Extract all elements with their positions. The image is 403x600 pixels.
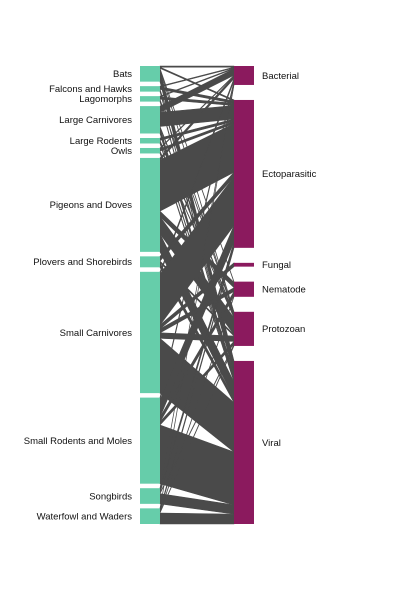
host-label-plovers-and-shorebirds: Plovers and Shorebirds: [33, 257, 132, 268]
parasite-bar-ectoparasitic: [234, 99, 254, 248]
parasite-bar-nematode: [234, 281, 254, 297]
parasite-nodes-layer: Bacterial Ectoparasitic Fungal Nematode Prot…: [234, 66, 317, 524]
host-bar-small-carnivores: [140, 271, 160, 394]
parasite-bar-fungal: [234, 262, 254, 267]
host-label-large-rodents: Large Rodents: [70, 136, 133, 147]
host-bar-large-rodents: [140, 138, 160, 144]
parasite-label-fungal: Fungal: [262, 260, 291, 271]
host-label-bats: Bats: [113, 69, 132, 80]
links-layer: [159, 65, 235, 525]
host-bar-plovers-and-shorebirds: [140, 256, 160, 268]
host-label-large-carnivores: Large Carnivores: [59, 115, 132, 126]
parasite-bar-viral: [234, 360, 254, 524]
host-label-songbirds: Songbirds: [89, 491, 132, 502]
host-bar-lagomorphs: [140, 96, 160, 102]
host-label-falcons-and-hawks: Falcons and Hawks: [49, 84, 132, 95]
host-bar-small-rodents-and-moles: [140, 397, 160, 484]
host-bar-pigeons-and-doves: [140, 157, 160, 252]
host-bar-owls: [140, 147, 160, 154]
host-label-lagomorphs: Lagomorphs: [79, 94, 132, 105]
parasite-label-ectoparasitic: Ectoparasitic: [262, 169, 317, 180]
parasite-bar-bacterial: [234, 66, 254, 85]
link-bats-to-bacterial: [159, 65, 235, 68]
link-waterfowl-and-waders-to-viral: [159, 512, 235, 525]
host-label-small-rodents-and-moles: Small Rodents and Moles: [24, 436, 132, 447]
host-bar-large-carnivores: [140, 106, 160, 134]
host-label-small-carnivores: Small Carnivores: [60, 328, 133, 339]
host-bar-songbirds: [140, 488, 160, 504]
host-label-waterfowl-and-waders: Waterfowl and Waders: [37, 511, 133, 522]
parasite-bar-protozoan: [234, 311, 254, 346]
host-bar-waterfowl-and-waders: [140, 508, 160, 524]
host-label-owls: Owls: [111, 146, 132, 157]
parasite-label-nematode: Nematode: [262, 285, 306, 296]
host-label-pigeons-and-doves: Pigeons and Doves: [50, 200, 133, 211]
parasite-label-bacterial: Bacterial: [262, 71, 299, 82]
parasite-label-viral: Viral: [262, 438, 281, 449]
host-bar-bats: [140, 66, 160, 82]
host-bar-falcons-and-hawks: [140, 86, 160, 92]
parasite-label-protozoan: Protozoan: [262, 324, 305, 335]
